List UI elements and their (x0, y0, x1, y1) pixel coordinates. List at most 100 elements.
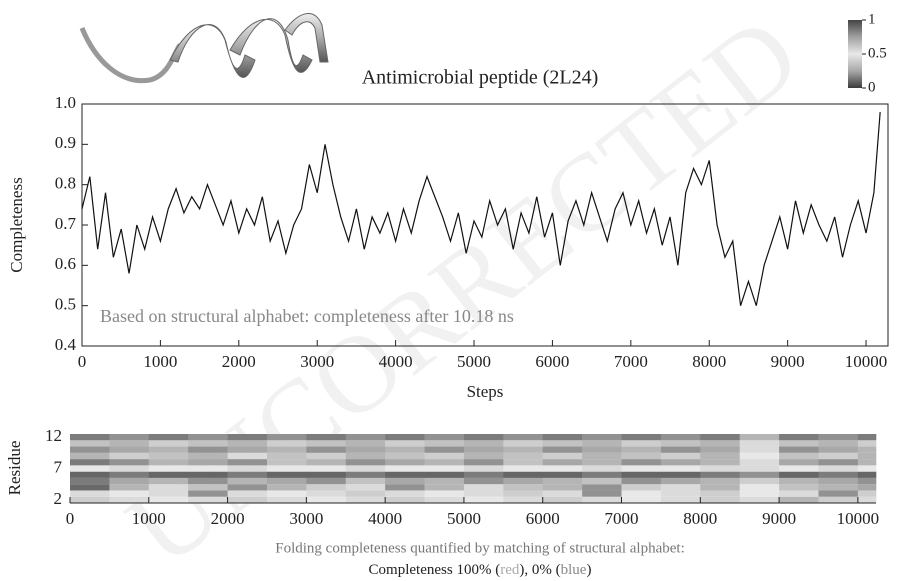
caption-part: ), 0% ( (519, 562, 560, 578)
heatmap-cell (148, 484, 189, 491)
heatmap-cell (660, 496, 701, 503)
heatmap-cell (660, 440, 701, 447)
heatmap-cell (109, 477, 150, 485)
heatmap-cell (818, 465, 859, 472)
heatmap-cell (503, 490, 544, 497)
heatmap-cell (818, 459, 859, 466)
y-axis-title: Completeness (7, 177, 26, 272)
heatmap-cell (582, 496, 622, 503)
heatmap-cell (227, 446, 268, 453)
heatmap-cell (70, 496, 110, 503)
heatmap-cell (739, 434, 780, 441)
x-tick-label: 0 (78, 352, 87, 371)
heatmap-cell (385, 440, 425, 447)
x-axis-title: Steps (467, 382, 504, 401)
heatmap-cell (109, 446, 150, 453)
heatmap-cell (582, 477, 622, 485)
heatmap-cell (621, 434, 662, 441)
y-tick-label: 2 (54, 489, 63, 508)
heatmap-cell (739, 496, 780, 503)
heatmap-cell (739, 452, 780, 460)
heatmap-cell (385, 477, 425, 485)
heatmap-cell (700, 434, 740, 441)
heatmap-cell (227, 496, 268, 503)
heatmap-cell (109, 434, 150, 441)
colorbar (848, 20, 862, 88)
heatmap-cell (345, 459, 386, 466)
x-tick-label: 10000 (837, 509, 880, 528)
heatmap-cell (818, 446, 859, 453)
heatmap-cell (424, 471, 465, 478)
heatmap-cell (503, 434, 544, 441)
heatmap-cell (503, 496, 544, 503)
heatmap-cell (227, 434, 268, 441)
heatmap-cell (818, 477, 859, 485)
heatmap-cell (857, 446, 877, 453)
heatmap-cell (424, 484, 465, 491)
heatmap-cell (70, 465, 110, 472)
heatmap-cell (503, 477, 544, 485)
heatmap-cell (424, 490, 465, 497)
heatmap-cell (463, 465, 504, 472)
heatmap-cell (503, 446, 544, 453)
heatmap-cell (621, 440, 662, 447)
heatmap-cell (660, 446, 701, 453)
heatmap-cell (306, 434, 347, 441)
heatmap-cell (306, 484, 347, 491)
heatmap-cell (306, 440, 347, 447)
heatmap-cell (109, 452, 150, 460)
heatmap-cell (424, 465, 465, 472)
heatmap-cell (266, 496, 307, 503)
heatmap-cell (818, 452, 859, 460)
heatmap-cell (109, 471, 150, 478)
heatmap-cell (70, 490, 110, 497)
heatmap-cell (424, 452, 465, 460)
heatmap-cell (385, 496, 425, 503)
heatmap-cell (542, 459, 583, 466)
heatmap-cell (109, 496, 150, 503)
y-tick-label: 0.9 (55, 133, 76, 152)
heatmap-cell (542, 496, 583, 503)
x-tick-label: 3000 (289, 509, 323, 528)
heatmap-cell (227, 440, 268, 447)
x-tick-label: 5000 (447, 509, 481, 528)
heatmap-cell (148, 471, 189, 478)
y-tick-label: 7 (54, 457, 63, 476)
heatmap-cell (266, 452, 307, 460)
heatmap-cell (621, 446, 662, 453)
heatmap-cell (188, 459, 228, 466)
heatmap-cell (542, 440, 583, 447)
heatmap-cell (424, 477, 465, 485)
heatmap-cell (582, 434, 622, 441)
x-tick-label: 3000 (300, 352, 334, 371)
heatmap-cell (345, 446, 386, 453)
heatmap-cell (857, 496, 877, 503)
heatmap-cell (385, 459, 425, 466)
heatmap-cell (779, 434, 819, 441)
heatmap-cell (148, 465, 189, 472)
heatmap-cell (227, 490, 268, 497)
heatmap-cell (739, 477, 780, 485)
heatmap-cell (582, 440, 622, 447)
y-tick-label: 0.5 (55, 295, 76, 314)
heatmap-cell (109, 465, 150, 472)
heatmap-cell (463, 459, 504, 466)
heatmap-cell (503, 452, 544, 460)
heatmap-cell (463, 496, 504, 503)
x-tick-label: 2000 (211, 509, 245, 528)
helix-illustration (79, 13, 329, 84)
heatmap-cell (621, 465, 662, 472)
heatmap-cell (109, 440, 150, 447)
heatmap-cell (345, 484, 386, 491)
x-tick-label: 2000 (222, 352, 256, 371)
heatmap-cell (385, 446, 425, 453)
heatmap-cell (542, 477, 583, 485)
heatmap-cell (70, 446, 110, 453)
x-tick-label: 6000 (526, 509, 560, 528)
heatmap-cell (739, 471, 780, 478)
heatmap-cell (148, 452, 189, 460)
caption: Folding completeness quantified by match… (275, 540, 684, 556)
x-tick-label: 8000 (692, 352, 726, 371)
heatmap-cell (700, 446, 740, 453)
